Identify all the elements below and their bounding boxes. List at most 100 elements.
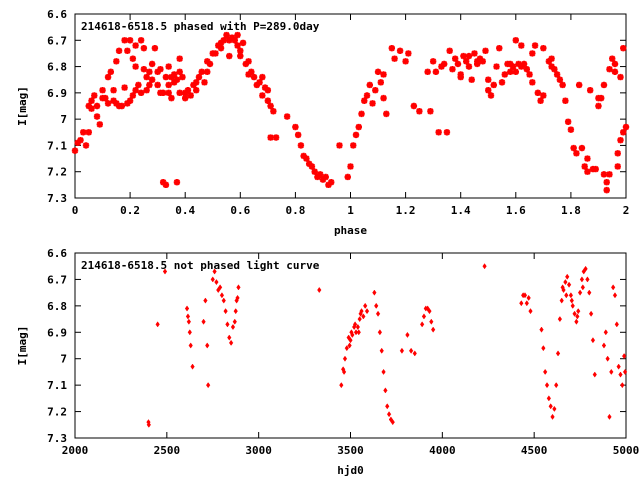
data-point [609, 55, 616, 62]
data-point [565, 273, 570, 280]
data-point [316, 171, 324, 178]
x-tick-label: 1.4 [451, 204, 471, 217]
data-point [201, 79, 208, 86]
data-point [569, 297, 574, 304]
data-point [440, 60, 448, 68]
x-tick-label: 1 [347, 204, 354, 217]
data-point [214, 279, 219, 286]
data-point [364, 308, 370, 315]
data-point [586, 87, 594, 94]
data-point [190, 363, 195, 370]
data-point [590, 337, 596, 344]
data-point [618, 371, 623, 378]
data-point [576, 308, 581, 315]
data-point [556, 76, 564, 83]
x-axis-label: hjd0 [337, 464, 364, 477]
data-point [451, 55, 459, 62]
data-point [182, 94, 189, 102]
data-point [210, 276, 215, 283]
data-point [356, 329, 361, 336]
data-point [380, 71, 387, 78]
data-point [132, 63, 139, 70]
data-point [421, 313, 427, 320]
y-tick-label: 6.6 [47, 247, 67, 260]
data-point [386, 411, 392, 418]
x-tick-label: 0.8 [285, 204, 305, 217]
data-point [88, 97, 95, 104]
data-point [566, 281, 572, 288]
data-point [490, 81, 497, 89]
data-point [187, 329, 192, 336]
data-point [555, 350, 561, 357]
data-point [121, 37, 128, 44]
data-point [88, 105, 95, 112]
data-point [217, 39, 225, 47]
data-point [493, 63, 500, 70]
data-point [573, 150, 580, 157]
data-point [543, 368, 548, 375]
data-point [245, 58, 252, 65]
data-point [377, 329, 383, 336]
data-point [520, 60, 528, 68]
data-point [170, 79, 178, 86]
data-point [507, 68, 514, 76]
data-point [173, 179, 181, 186]
x-tick-label: 1.8 [561, 204, 581, 217]
data-point [228, 34, 236, 41]
data-point [110, 97, 117, 104]
data-point [85, 129, 92, 136]
data-point [348, 337, 353, 344]
x-tick-label: 0 [72, 204, 79, 217]
data-point [143, 73, 150, 81]
x-axis-label: phase [334, 224, 367, 237]
data-point [352, 131, 360, 139]
data-point [402, 58, 409, 65]
y-tick-label: 7 [60, 353, 67, 366]
data-point [104, 100, 112, 107]
data-point [420, 321, 425, 328]
x-tick-label: 4500 [521, 444, 548, 457]
data-point [96, 121, 103, 128]
data-point [226, 52, 233, 60]
data-point [405, 331, 410, 338]
data-point [468, 76, 475, 83]
data-point [374, 68, 382, 76]
data-point [601, 342, 607, 349]
data-point [388, 44, 396, 52]
x-tick-label: 0.4 [175, 204, 195, 217]
data-point [250, 73, 258, 81]
data-point [429, 318, 434, 325]
data-point [239, 39, 247, 47]
data-point [328, 179, 335, 186]
data-point [223, 308, 228, 315]
data-point [592, 371, 597, 378]
data-point [605, 355, 610, 362]
data-point [512, 37, 519, 44]
data-point [457, 71, 464, 78]
data-point [322, 173, 329, 181]
data-point [135, 81, 142, 89]
data-point [179, 73, 186, 81]
data-point [155, 321, 160, 328]
data-point [512, 68, 519, 76]
data-point [609, 368, 614, 375]
data-point [264, 87, 272, 94]
data-point [579, 276, 585, 283]
data-point [143, 87, 150, 94]
data-point [616, 363, 621, 370]
data-point [471, 50, 478, 57]
data-point [416, 108, 423, 115]
data-point [379, 347, 384, 354]
data-point [347, 163, 354, 170]
data-point [154, 81, 161, 89]
data-point [115, 47, 123, 54]
x-tick-label: 3500 [337, 444, 364, 457]
data-point [595, 102, 602, 110]
data-point [560, 284, 565, 291]
data-point [526, 294, 531, 301]
data-point [374, 302, 379, 309]
data-point [522, 292, 528, 299]
x-tick-label: 1.2 [396, 204, 416, 217]
data-point [126, 97, 134, 104]
data-point [584, 155, 591, 162]
